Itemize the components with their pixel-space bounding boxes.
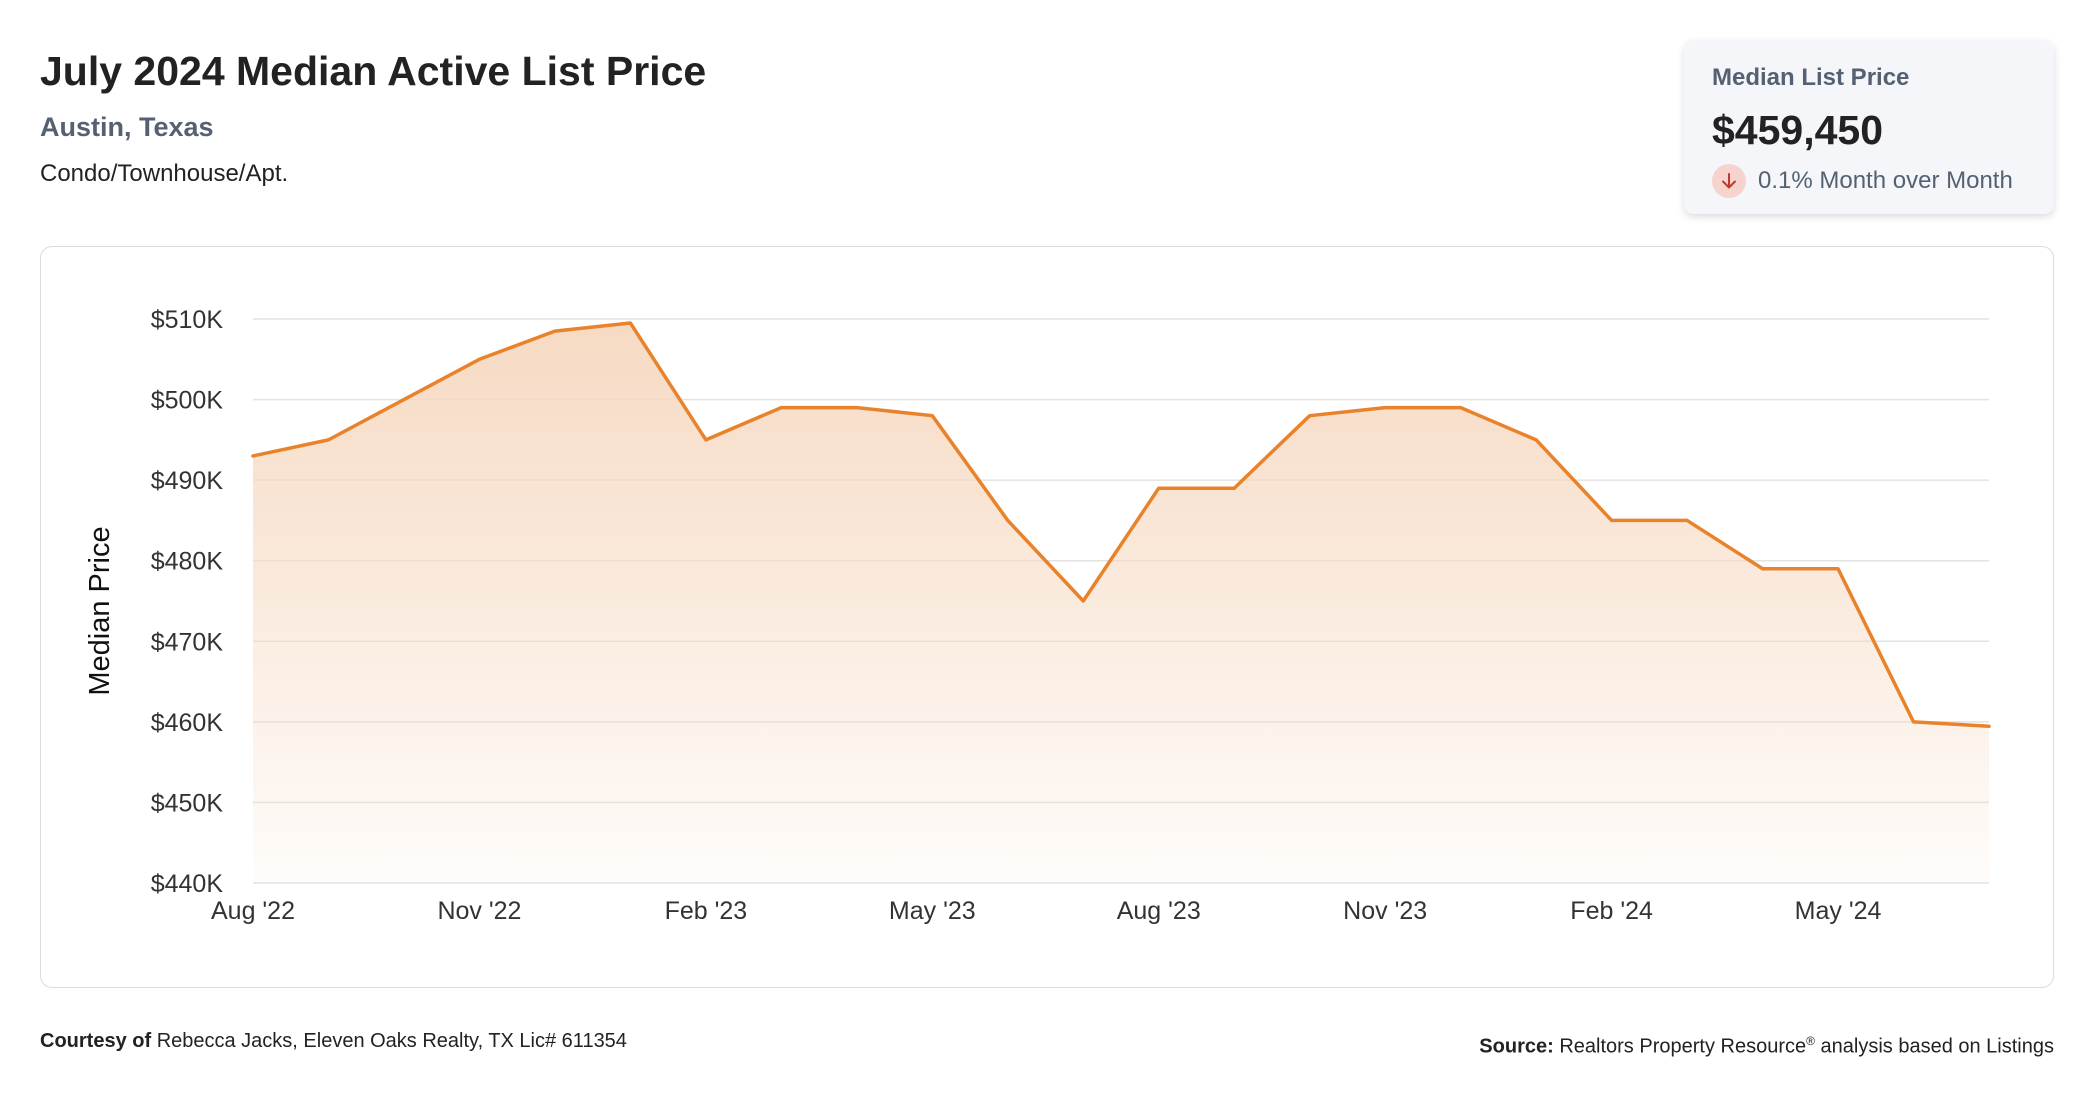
registered-mark: ®	[1806, 1034, 1815, 1048]
data-point	[1685, 518, 1689, 522]
arrow-down-icon	[1712, 164, 1746, 198]
data-point	[1912, 720, 1916, 724]
x-tick-label: May '24	[1795, 897, 1882, 925]
source-footer: Source: Realtors Property Resource® anal…	[1479, 1028, 2054, 1060]
data-point	[1761, 567, 1765, 571]
y-tick-label: $480K	[151, 548, 224, 576]
data-point	[553, 329, 557, 333]
x-tick-label: Feb '24	[1570, 897, 1653, 925]
data-point	[1459, 406, 1463, 410]
source-label: Source:	[1479, 1035, 1560, 1058]
stat-value: $459,450	[1712, 107, 1884, 153]
y-tick-label: $470K	[151, 628, 224, 656]
property-type-label: Condo/Townhouse/Apt.	[40, 160, 289, 187]
stat-change-text: 0.1% Month over Month	[1758, 167, 2013, 194]
data-point	[628, 321, 632, 325]
chart-header: July 2024 Median Active List Price Austi…	[40, 42, 1240, 190]
y-tick-label: $460K	[151, 709, 224, 737]
data-point	[1232, 486, 1236, 490]
data-point	[477, 357, 481, 361]
x-tick-label: May '23	[889, 897, 976, 925]
data-point	[1006, 518, 1010, 522]
courtesy-footer: Courtesy of Rebecca Jacks, Eleven Oaks R…	[40, 1028, 627, 1054]
median-price-chart: $440K $450K $460K $470K $480K $490K $500K $510K…	[84, 306, 1991, 925]
data-point	[402, 398, 406, 402]
data-point	[1610, 518, 1614, 522]
x-tick-label: Nov '22	[437, 897, 521, 925]
stat-label: Median List Price	[1712, 64, 1910, 91]
chart-container: $440K $450K $460K $470K $480K $490K $500K $510K…	[40, 246, 2054, 988]
x-tick-label: Nov '23	[1343, 897, 1427, 925]
data-point	[779, 406, 783, 410]
price-area-fill	[253, 323, 1989, 883]
y-tick-label: $450K	[151, 789, 224, 817]
y-tick-label: $440K	[151, 870, 224, 898]
x-tick-label: Aug '22	[211, 897, 295, 925]
data-point	[1836, 567, 1840, 571]
data-point	[251, 454, 255, 458]
data-point	[855, 406, 859, 410]
data-point	[1987, 724, 1991, 728]
y-tick-label: $500K	[151, 387, 224, 415]
data-point	[1534, 438, 1538, 442]
page-title: July 2024 Median Active List Price	[40, 48, 707, 94]
source-text: Realtors Property Resource	[1559, 1035, 1807, 1058]
courtesy-text: Rebecca Jacks, Eleven Oaks Realty, TX Li…	[156, 1030, 627, 1052]
median-price-card: Median List Price $459,450 0.1% Month ov…	[1684, 40, 2054, 214]
price-series-line	[251, 321, 1991, 729]
source-text-suffix: analysis based on Listings	[1814, 1035, 2055, 1058]
x-tick-label: Feb '23	[665, 897, 748, 925]
data-point	[1157, 486, 1161, 490]
courtesy-label: Courtesy of	[40, 1030, 157, 1052]
x-tick-label: Aug '23	[1117, 897, 1201, 925]
y-tick-label: $510K	[151, 306, 224, 334]
location-subtitle: Austin, Texas	[40, 112, 214, 142]
data-point	[930, 414, 934, 418]
data-point	[1383, 406, 1387, 410]
data-point	[704, 438, 708, 442]
y-axis-title: Median Price	[84, 526, 116, 695]
data-point	[1081, 599, 1085, 603]
stat-change: 0.1% Month over Month	[1712, 164, 2026, 198]
data-point	[1308, 414, 1312, 418]
data-point	[326, 438, 330, 442]
y-tick-label: $490K	[151, 467, 224, 495]
